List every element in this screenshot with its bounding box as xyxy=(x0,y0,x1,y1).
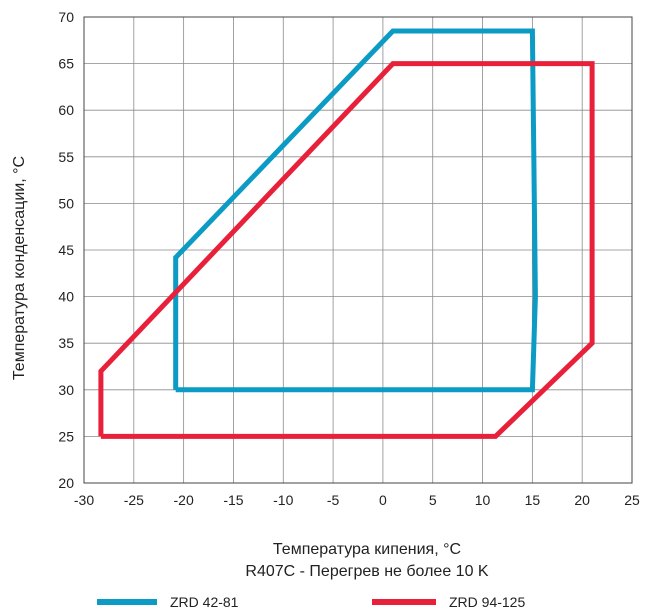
y-tick-label: 55 xyxy=(58,149,74,165)
plot-frame xyxy=(83,16,633,484)
x-tick-label: 20 xyxy=(574,492,590,508)
x-tick-label: 10 xyxy=(475,492,491,508)
series-line-zrd-94-125 xyxy=(98,61,595,439)
y-tick-labels: 20 25 30 35 40 45 50 55 60 65 70 xyxy=(58,9,74,491)
x-tick-label: 15 xyxy=(525,492,541,508)
x-tick-label: 0 xyxy=(379,492,387,508)
grid xyxy=(83,16,633,484)
y-tick-label: 35 xyxy=(58,335,74,351)
series-line-zrd-42-81 xyxy=(173,28,538,393)
x-tick-label: -10 xyxy=(273,492,293,508)
x-tick-label: 5 xyxy=(429,492,437,508)
x-tick-label: -25 xyxy=(124,492,144,508)
legend: ZRD 42-81 ZRD 94-125 xyxy=(97,594,525,610)
y-tick-label: 45 xyxy=(58,242,74,258)
y-tick-label: 40 xyxy=(58,289,74,305)
x-tick-label: -15 xyxy=(223,492,243,508)
y-tick-label: 70 xyxy=(58,9,74,25)
legend-label-zrd-94-125: ZRD 94-125 xyxy=(449,594,525,610)
y-tick-label: 60 xyxy=(58,102,74,118)
chart-subtitle: R407C - Перегрев не более 10 K xyxy=(245,563,489,580)
y-tick-label: 25 xyxy=(58,428,74,444)
x-tick-label: -5 xyxy=(327,492,340,508)
y-tick-label: 30 xyxy=(58,382,74,398)
x-tick-label: -20 xyxy=(174,492,194,508)
y-tick-label: 20 xyxy=(58,475,74,491)
x-tick-labels: -30 -25 -20 -15 -10 -5 0 5 10 15 20 25 xyxy=(74,492,640,508)
y-tick-label: 50 xyxy=(58,195,74,211)
y-tick-label: 65 xyxy=(58,56,74,72)
x-tick-label: -30 xyxy=(74,492,94,508)
x-tick-label: 25 xyxy=(624,492,640,508)
legend-label-zrd-42-81: ZRD 42-81 xyxy=(170,594,239,610)
y-axis-title: Температура конденсации, °C xyxy=(11,156,28,380)
series-lines xyxy=(98,28,595,439)
x-axis-title: Температура кипения, °C xyxy=(273,541,461,558)
